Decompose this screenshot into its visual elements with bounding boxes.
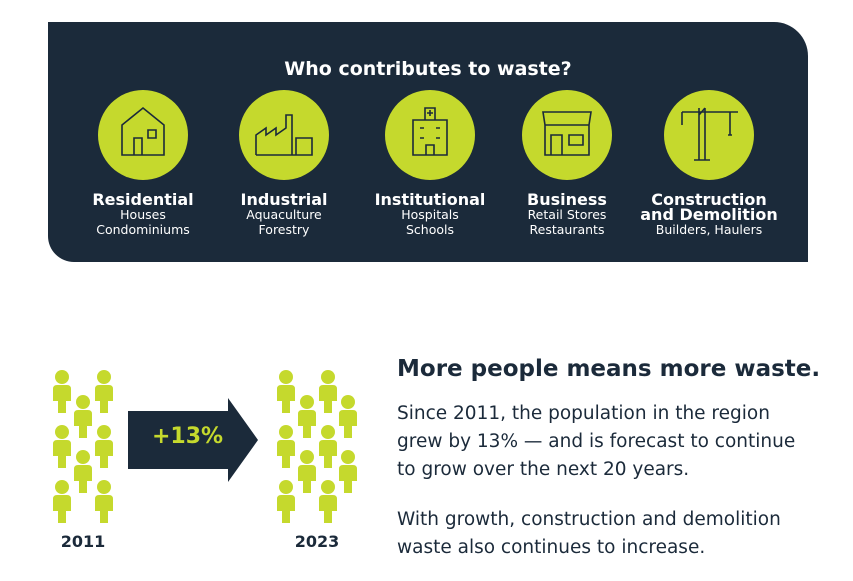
person [279,425,293,439]
person [298,465,316,493]
sector-detail: Hospitals [401,207,459,222]
person [53,440,71,468]
sector-detail: Builders, Haulers [655,222,763,237]
sector-detail: Retail Stores [527,207,607,222]
sector: Business Retail Stores Restaurants [492,190,642,238]
person [74,465,92,493]
sector-name: Residential [92,190,194,209]
person [97,425,111,439]
growth-arrow [128,398,258,482]
sector: Residential Houses Condominiums [68,190,218,238]
paragraph: Since 2011, the population in the region… [397,403,796,480]
person [277,495,295,523]
person [279,370,293,384]
person [300,450,314,464]
sector-detail: Forestry [258,222,310,237]
person [53,495,71,523]
person [76,395,90,409]
person [319,385,337,413]
sector-detail: Aquaculture [246,207,322,222]
sector-detail: Schools [405,222,454,237]
paragraph: With growth, construction and demolition… [397,509,781,558]
sector-detail: Condominiums [96,222,190,237]
person [55,370,69,384]
person [339,465,357,493]
person [74,410,92,438]
person [95,385,113,413]
sector-name: Business [527,190,607,209]
person [277,385,295,413]
person [277,440,295,468]
person [321,370,335,384]
person [298,410,316,438]
person [55,425,69,439]
person [300,395,314,409]
person [53,385,71,413]
icons [121,106,738,161]
sector-detail: Restaurants [529,222,605,237]
person [97,370,111,384]
sector-detail: Houses [120,207,166,222]
person [76,450,90,464]
people-icons [53,370,357,523]
person [319,440,337,468]
person [321,425,335,439]
sector: Industrial Aquaculture Forestry [209,190,359,238]
sector: Construction and Demolition Builders, Hau… [634,190,784,238]
growth-change: +13% [151,424,224,449]
person [341,395,355,409]
person [95,440,113,468]
sector-name: Industrial [240,190,328,209]
year-end: 2023 [294,532,340,551]
sector-name: Construction and Demolition [640,190,778,224]
person [321,480,335,494]
person [319,495,337,523]
person [339,410,357,438]
person [341,450,355,464]
sector: Institutional Hospitals Schools [355,190,505,238]
person [97,480,111,494]
icon-circles [98,90,754,180]
panel-title: Who contributes to waste? [284,58,572,80]
person [95,495,113,523]
heading: More people means more waste. [397,356,821,382]
sector-name: Institutional [374,190,486,209]
person [279,480,293,494]
year-start: 2011 [60,532,106,551]
person [55,480,69,494]
